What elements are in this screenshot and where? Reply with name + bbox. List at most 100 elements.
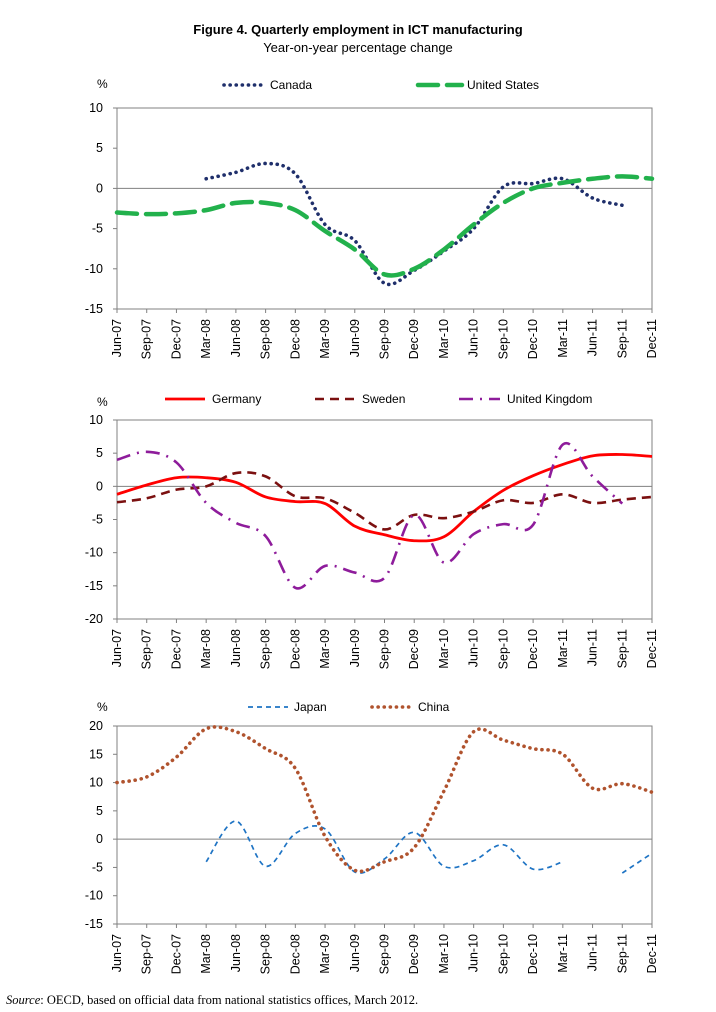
x-tick-label: Sep-09 [378,629,392,669]
x-tick-label: Mar-10 [437,629,451,669]
legend-label: China [418,700,450,714]
y-tick-label: -15 [85,579,103,593]
series-line-china [115,725,654,874]
x-tick-label: Dec-11 [645,629,659,668]
figure-subtitle: Year-on-year percentage change [263,40,453,55]
x-tick-label: Sep-09 [378,319,392,359]
series-line-united-kingdom [116,441,624,590]
x-tick-label: Jun-07 [110,319,124,357]
x-tick-label: Dec-07 [169,934,183,974]
figure-title: Figure 4. Quarterly employment in ICT ma… [193,22,523,37]
x-tick-label: Sep-08 [259,319,273,359]
series-line-japan [621,852,653,874]
x-tick-label: Jun-08 [229,319,243,357]
x-tick-label: Jun-07 [110,934,124,972]
x-tick-label: Jun-08 [229,629,243,667]
x-tick-label: Mar-10 [437,319,451,359]
y-tick-label: -10 [85,889,103,903]
x-tick-label: Jun-10 [467,319,481,357]
source-label: Source [6,993,41,1007]
legend-label: United Kingdom [507,392,592,406]
chart-2: % 10 5 0 -5 -10 -15 -20 Jun-07 Sep-07 Dec-07 Mar-08… [85,392,659,669]
y-tick-label: -5 [92,513,103,527]
legend-label: Sweden [362,392,405,406]
series-line-japan [205,820,564,874]
x-tick-label: Mar-09 [318,934,332,974]
x-tick-label: Sep-07 [140,934,154,974]
y-tick-label: -10 [85,546,103,560]
x-tick-label: Dec-09 [407,319,421,359]
x-tick-label: Mar-08 [199,629,213,669]
unit-label: % [97,700,108,714]
x-tick-label: Dec-10 [526,319,540,359]
x-tick-label: Sep-07 [140,319,154,359]
unit-label: % [97,77,108,91]
x-tick-label: Dec-08 [288,319,302,359]
x-tick-label: Dec-11 [645,319,659,358]
y-tick-label: 10 [89,101,103,115]
chart-3: % 20 15 10 5 0 -5 -10 -15 Jun-07 Sep-07 Dec-07 Mar-0… [85,700,659,974]
y-tick-label: 15 [89,747,103,761]
x-tick-label: Dec-07 [169,319,183,359]
x-tick-label: Sep-11 [615,319,629,358]
legend-label: Canada [270,78,312,92]
unit-label: % [97,395,108,409]
x-tick-label: Jun-11 [586,629,600,666]
y-tick-label: 20 [89,719,103,733]
x-tick-label: Dec-08 [288,934,302,974]
chart-1: % 10 5 0 -5 -10 -15 Jun-07 Sep-07 Dec-07 Mar-08 Jun… [85,77,659,359]
x-tick-label: Jun-07 [110,629,124,667]
legend-label: Japan [294,700,327,714]
x-tick-label: Dec-09 [407,629,421,669]
plot-frame [116,419,653,620]
x-tick-label: Sep-08 [259,629,273,669]
x-tick-label: Sep-11 [615,934,629,973]
x-tick-label: Mar-08 [199,934,213,974]
series-line-germany [116,453,653,543]
x-tick-label: Dec-10 [526,629,540,669]
x-tick-label: Jun-10 [467,629,481,667]
y-tick-label: 5 [96,446,103,460]
y-tick-label: -15 [85,302,103,316]
y-tick-label: 0 [96,181,103,195]
x-tick-label: Jun-11 [586,934,600,971]
x-tick-label: Dec-10 [526,934,540,974]
x-tick-label: Sep-09 [378,934,392,974]
series-line-united-states [114,174,655,278]
x-tick-label: Dec-11 [645,934,659,973]
x-tick-label: Mar-10 [437,934,451,974]
series-line-sweden [116,471,653,531]
x-tick-label: Mar-11 [556,934,570,973]
x-tick-label: Mar-09 [318,319,332,359]
x-tick-label: Sep-11 [615,629,629,668]
y-tick-label: 0 [96,832,103,846]
x-tick-label: Dec-08 [288,629,302,669]
x-tick-label: Sep-10 [496,629,510,669]
x-tick-label: Jun-08 [229,934,243,972]
y-tick-label: -10 [85,262,103,276]
x-tick-label: Mar-11 [556,319,570,358]
y-tick-label: -15 [85,917,103,931]
x-tick-label: Jun-09 [348,629,362,667]
x-tick-label: Dec-07 [169,629,183,669]
x-tick-label: Jun-09 [348,934,362,972]
plot-frame [116,725,653,925]
x-tick-label: Mar-09 [318,629,332,669]
y-tick-label: -5 [92,222,103,236]
x-tick-label: Mar-08 [199,319,213,359]
x-tick-label: Jun-09 [348,319,362,357]
legend-label: Germany [212,392,261,406]
x-tick-label: Sep-10 [496,934,510,974]
x-tick-label: Sep-07 [140,629,154,669]
x-tick-label: Dec-09 [407,934,421,974]
x-tick-label: Jun-11 [586,319,600,356]
source-text: : OECD, based on official data from nati… [40,993,419,1007]
x-tick-label: Jun-10 [467,934,481,972]
y-tick-label: 5 [96,141,103,155]
y-tick-label: 10 [89,413,103,427]
x-tick-label: Sep-08 [259,934,273,974]
y-tick-label: 5 [96,804,103,818]
y-tick-label: 10 [89,776,103,790]
legend-label: United States [467,78,539,92]
